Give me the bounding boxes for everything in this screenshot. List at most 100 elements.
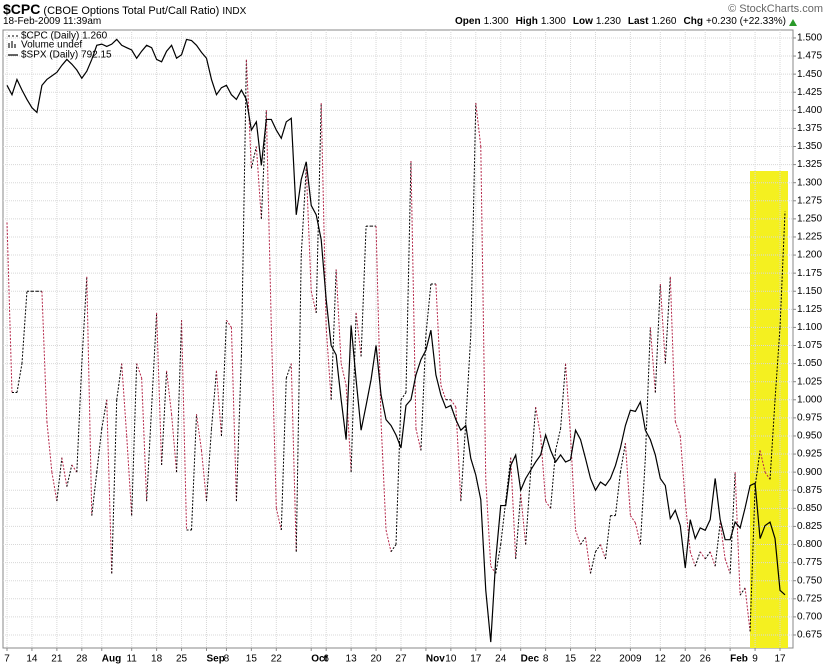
cpc-segment bbox=[220, 320, 227, 436]
cpc-segment bbox=[56, 457, 63, 502]
cpc-segment bbox=[275, 508, 282, 531]
y-tick-label: 1.500 bbox=[797, 33, 822, 44]
highlight-box bbox=[750, 171, 788, 648]
cpc-segment bbox=[619, 443, 626, 473]
y-tick-label: 1.425 bbox=[797, 87, 822, 98]
cpc-segment bbox=[585, 537, 591, 574]
cpc-segment bbox=[210, 370, 217, 429]
cpc-segment bbox=[260, 110, 267, 219]
y-tick-label: 1.050 bbox=[797, 358, 822, 369]
x-tick-label: 17 bbox=[774, 654, 786, 665]
cpc-segment bbox=[545, 500, 552, 509]
x-tick-label: 10 bbox=[445, 654, 457, 665]
quote-value: 1.230 bbox=[595, 16, 621, 27]
cpc-segment bbox=[405, 160, 412, 393]
y-tick-label: 1.275 bbox=[797, 195, 822, 206]
cpc-segment bbox=[535, 406, 542, 437]
x-tick-label: 9 bbox=[752, 654, 758, 665]
cpc-segment bbox=[550, 450, 557, 509]
cpc-segment bbox=[71, 464, 78, 473]
y-tick-label: 1.325 bbox=[797, 159, 822, 170]
cpc-segment bbox=[744, 587, 751, 632]
exchange: INDX bbox=[222, 6, 247, 17]
x-tick-label: 28 bbox=[76, 654, 88, 665]
y-tick-label: 0.825 bbox=[797, 521, 822, 532]
cpc-segment bbox=[91, 472, 98, 516]
cpc-segment bbox=[530, 406, 537, 473]
x-tick-label: Nov bbox=[426, 654, 445, 665]
spx-line bbox=[6, 38, 786, 643]
y-tick-label: 1.350 bbox=[797, 141, 822, 152]
cpc-segment bbox=[116, 363, 123, 400]
cpc-segment bbox=[644, 327, 651, 458]
y-tick-label: 0.875 bbox=[797, 485, 822, 496]
cpc-segment bbox=[235, 356, 242, 502]
title-row: $CPC (CBOE Options Total Put/Call Ratio)… bbox=[3, 1, 246, 17]
cpc-segment bbox=[415, 428, 422, 451]
x-tick-label: 11 bbox=[126, 654, 137, 665]
cpc-segment bbox=[126, 435, 133, 516]
y-tick-label: 1.150 bbox=[797, 286, 822, 297]
cpc-segment bbox=[639, 457, 646, 545]
grid bbox=[3, 30, 793, 648]
x-tick-label: 15 bbox=[565, 654, 577, 665]
x-tick-label: Feb bbox=[730, 654, 748, 665]
cpc-segment bbox=[634, 522, 641, 545]
cpc-segment bbox=[485, 479, 492, 567]
cpc-segment bbox=[201, 450, 207, 502]
cpc-segment bbox=[654, 283, 661, 393]
cpc-segment bbox=[709, 551, 716, 567]
plot-area bbox=[2, 29, 794, 649]
cpc-segment bbox=[520, 493, 527, 545]
y-tick-label: 0.900 bbox=[797, 467, 822, 478]
y-tick-label: 1.250 bbox=[797, 214, 822, 225]
cpc-segment bbox=[325, 327, 332, 400]
cpc-segment bbox=[21, 291, 28, 364]
quote-row: Open 1.300 High 1.300 Low 1.230 Last 1.260 Chg +0… bbox=[455, 16, 793, 27]
y-tick-label: 0.950 bbox=[797, 431, 822, 442]
cpc-segment bbox=[495, 544, 502, 574]
quote-label: Chg bbox=[683, 16, 703, 27]
legend-label: $SPX (Daily) 792.15 bbox=[21, 50, 112, 61]
cpc-segment bbox=[395, 399, 402, 545]
cpc-segment bbox=[465, 334, 472, 422]
cpc-segment bbox=[76, 363, 83, 473]
cpc-segment bbox=[420, 334, 427, 451]
cpc-segment bbox=[96, 428, 103, 473]
cpc-segment bbox=[151, 312, 158, 408]
x-tick-label: 17 bbox=[470, 654, 482, 665]
cpc-segment bbox=[171, 414, 178, 473]
y-tick-label: 1.075 bbox=[797, 340, 822, 351]
y-tick-label: 0.925 bbox=[797, 449, 822, 460]
x-tick-label: 26 bbox=[700, 654, 712, 665]
cpc-segment bbox=[240, 59, 247, 357]
x-tick-label: 18 bbox=[151, 654, 163, 665]
y-tick-label: 0.775 bbox=[797, 557, 822, 568]
quote-value: +0.230 (+22.33%) bbox=[705, 16, 786, 27]
marks bbox=[6, 38, 786, 643]
cpc-segment bbox=[600, 544, 606, 560]
x-tick-label: 13 bbox=[346, 654, 358, 665]
cpc-segment bbox=[649, 327, 656, 393]
cpc-segment bbox=[759, 450, 766, 473]
quote-value: 1.300 bbox=[540, 16, 566, 27]
cpc-segment bbox=[360, 226, 367, 357]
cpc-segment bbox=[121, 363, 128, 437]
x-tick-label: 14 bbox=[26, 654, 38, 665]
cpc-segment bbox=[450, 399, 457, 408]
x-tick-label: Sep bbox=[206, 654, 224, 665]
cpc-segment bbox=[624, 443, 631, 516]
cpc-segment bbox=[255, 146, 262, 219]
y-tick-label: 1.225 bbox=[797, 232, 822, 243]
x-tick-label: 7 bbox=[4, 654, 10, 665]
cpc-segment bbox=[769, 399, 776, 480]
legend: $CPC (Daily) 1.260 Volume undef $SPX (Da… bbox=[8, 31, 112, 61]
cpc-segment bbox=[669, 276, 676, 422]
cpc-segment bbox=[191, 414, 198, 531]
x-tick-label: 21 bbox=[51, 654, 63, 665]
cpc-segment bbox=[560, 363, 567, 429]
cpc-segment bbox=[614, 472, 621, 516]
cpc-segment bbox=[425, 283, 432, 335]
cpc-segment bbox=[729, 472, 736, 574]
